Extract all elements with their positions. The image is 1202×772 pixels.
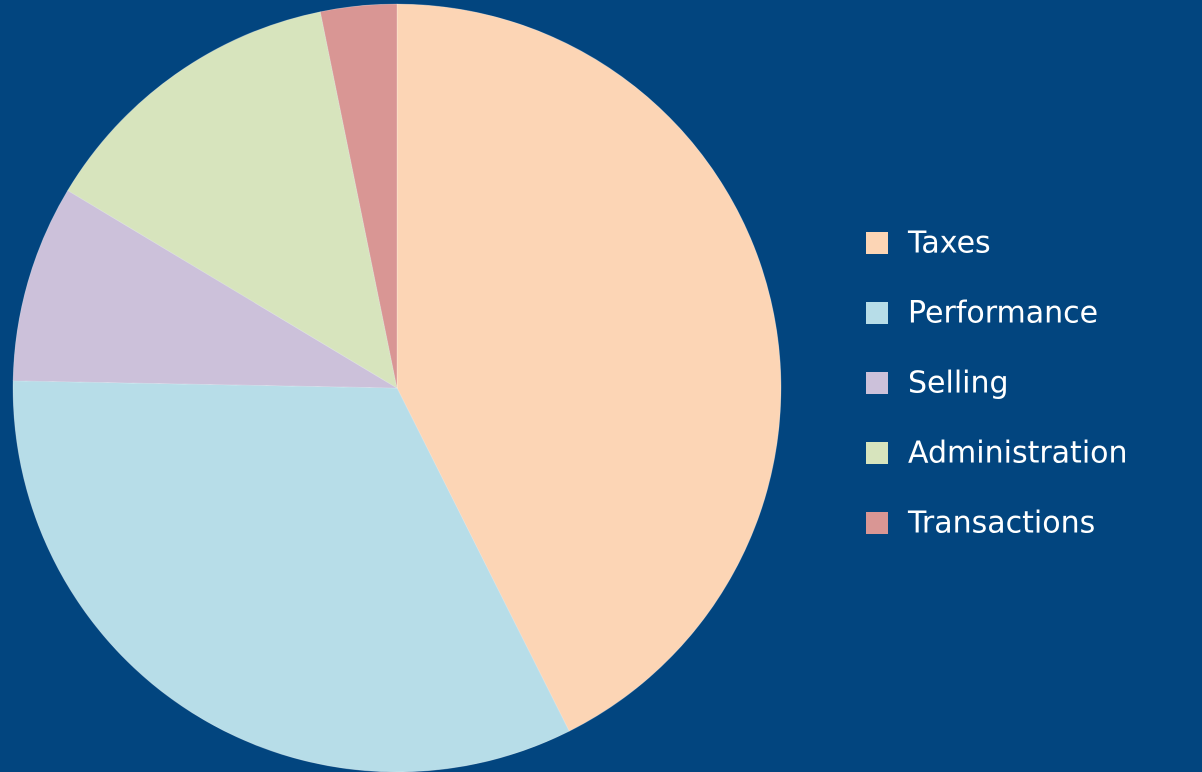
pie-slice — [67, 11, 398, 389]
legend-swatch — [866, 302, 888, 324]
legend-swatch — [866, 232, 888, 254]
pie-slice — [12, 190, 399, 389]
legend-swatch — [866, 372, 888, 394]
pie-slice — [319, 3, 398, 389]
pie-slice — [396, 3, 782, 732]
legend-label: Taxes — [907, 226, 991, 261]
legend-label: Administration — [908, 436, 1128, 471]
legend-label: Selling — [908, 366, 1009, 401]
pie-slice — [12, 380, 570, 772]
legend-label: Performance — [908, 296, 1098, 331]
legend-swatch — [866, 442, 888, 464]
legend-swatch — [866, 512, 888, 534]
legend-label: Transactions — [907, 506, 1095, 541]
